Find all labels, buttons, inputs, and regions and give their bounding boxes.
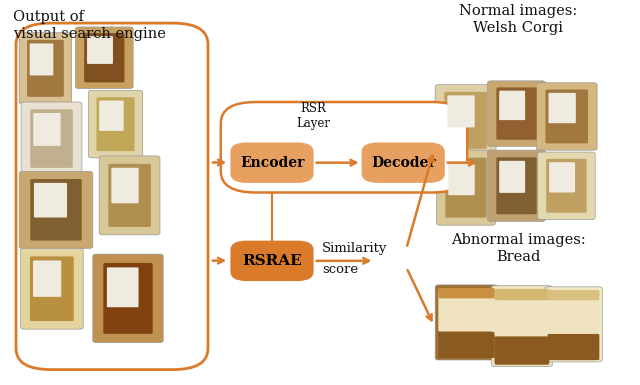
- Text: RSRAE: RSRAE: [242, 254, 302, 268]
- FancyBboxPatch shape: [99, 100, 124, 131]
- Text: Abnormal images:: Abnormal images:: [451, 233, 586, 247]
- FancyBboxPatch shape: [548, 334, 599, 360]
- Text: Encoder: Encoder: [240, 156, 304, 170]
- FancyBboxPatch shape: [103, 263, 152, 334]
- FancyBboxPatch shape: [221, 102, 467, 192]
- FancyBboxPatch shape: [33, 113, 61, 146]
- FancyBboxPatch shape: [448, 161, 475, 195]
- FancyBboxPatch shape: [107, 267, 138, 307]
- FancyBboxPatch shape: [436, 150, 495, 225]
- FancyBboxPatch shape: [549, 162, 575, 192]
- FancyBboxPatch shape: [548, 290, 599, 300]
- FancyBboxPatch shape: [548, 291, 599, 333]
- FancyBboxPatch shape: [84, 33, 124, 82]
- Text: Bread: Bread: [496, 250, 541, 264]
- FancyBboxPatch shape: [88, 90, 143, 158]
- Text: visual search engine: visual search engine: [13, 27, 166, 41]
- FancyBboxPatch shape: [538, 152, 595, 219]
- FancyBboxPatch shape: [34, 183, 67, 218]
- FancyBboxPatch shape: [447, 95, 475, 127]
- FancyBboxPatch shape: [536, 83, 597, 150]
- Text: Output of: Output of: [13, 10, 84, 23]
- FancyBboxPatch shape: [495, 289, 549, 300]
- FancyBboxPatch shape: [230, 142, 314, 183]
- Text: score: score: [322, 263, 358, 276]
- FancyBboxPatch shape: [97, 97, 134, 151]
- FancyBboxPatch shape: [111, 168, 139, 203]
- FancyBboxPatch shape: [545, 287, 602, 362]
- FancyBboxPatch shape: [488, 150, 545, 221]
- FancyBboxPatch shape: [488, 81, 545, 146]
- FancyBboxPatch shape: [547, 159, 586, 213]
- FancyBboxPatch shape: [76, 27, 133, 89]
- FancyBboxPatch shape: [495, 290, 549, 336]
- FancyBboxPatch shape: [30, 256, 74, 321]
- FancyBboxPatch shape: [438, 288, 495, 298]
- FancyBboxPatch shape: [93, 254, 163, 343]
- FancyBboxPatch shape: [16, 23, 208, 370]
- FancyBboxPatch shape: [19, 33, 72, 104]
- FancyBboxPatch shape: [438, 289, 495, 331]
- FancyBboxPatch shape: [548, 93, 576, 123]
- Text: Similarity: Similarity: [322, 242, 387, 255]
- FancyBboxPatch shape: [108, 164, 151, 227]
- FancyBboxPatch shape: [435, 85, 496, 156]
- FancyBboxPatch shape: [99, 156, 160, 235]
- FancyBboxPatch shape: [21, 102, 82, 175]
- FancyBboxPatch shape: [27, 40, 64, 97]
- FancyBboxPatch shape: [444, 92, 487, 149]
- Text: Welsh Corgi: Welsh Corgi: [474, 21, 563, 35]
- FancyBboxPatch shape: [87, 36, 113, 64]
- FancyBboxPatch shape: [492, 286, 552, 367]
- FancyBboxPatch shape: [230, 241, 314, 281]
- FancyBboxPatch shape: [495, 336, 549, 365]
- FancyBboxPatch shape: [19, 171, 93, 248]
- FancyBboxPatch shape: [362, 142, 445, 183]
- FancyBboxPatch shape: [435, 285, 498, 360]
- FancyBboxPatch shape: [29, 44, 53, 75]
- Text: Decoder: Decoder: [371, 156, 435, 170]
- Text: RSR
Layer: RSR Layer: [296, 102, 331, 130]
- FancyBboxPatch shape: [497, 87, 536, 140]
- Text: Normal images:: Normal images:: [460, 4, 577, 18]
- FancyBboxPatch shape: [438, 332, 495, 358]
- FancyBboxPatch shape: [445, 158, 486, 218]
- FancyBboxPatch shape: [20, 248, 83, 329]
- FancyBboxPatch shape: [545, 89, 588, 144]
- FancyBboxPatch shape: [499, 91, 525, 120]
- FancyBboxPatch shape: [30, 109, 73, 168]
- FancyBboxPatch shape: [497, 157, 536, 214]
- FancyBboxPatch shape: [33, 260, 61, 297]
- FancyBboxPatch shape: [499, 161, 525, 193]
- FancyBboxPatch shape: [30, 179, 82, 241]
